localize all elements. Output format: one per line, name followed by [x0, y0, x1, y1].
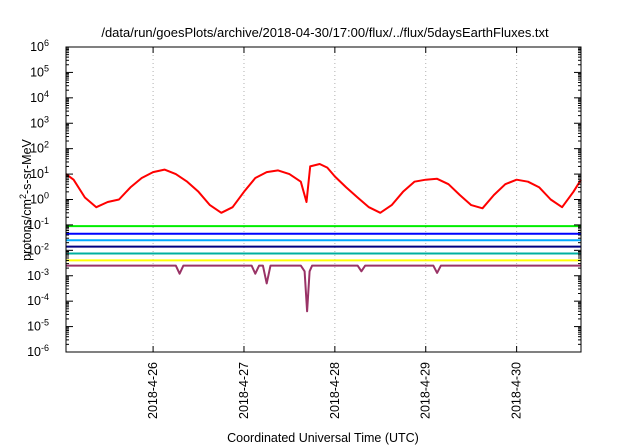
y-tick-label: 105	[30, 63, 49, 79]
chart-title: /data/run/goesPlots/archive/2018-04-30/1…	[101, 25, 549, 40]
series-line	[66, 264, 581, 313]
y-tick-label: 102	[30, 140, 49, 156]
y-label-suffix: -s-sr-MeV	[20, 138, 34, 194]
x-tick-label: 2018-4-30	[510, 362, 524, 419]
y-axis: 10-6 10-5 10-4 10-3 10-2 10-1 100 101 102 103 104 1…	[27, 38, 581, 359]
grid	[152, 47, 518, 352]
x-axis: 2018-4-26 2018-4-27 2018-4-28 2018-4-29 2018…	[146, 47, 524, 419]
y-tick-label: 10-5	[27, 318, 49, 334]
x-axis-label: Coordinated Universal Time (UTC)	[227, 431, 419, 445]
y-tick-label: 10-2	[27, 241, 49, 257]
y-label-sup: 2	[18, 194, 28, 199]
x-tick-label: 2018-4-29	[419, 362, 433, 419]
y-label-prefix: protons/cm	[20, 199, 34, 261]
y-tick-label: 10-6	[27, 343, 49, 359]
y-tick-label: 10-1	[27, 216, 49, 232]
y-tick-label: 10-3	[27, 267, 49, 283]
y-tick-label: 106	[30, 38, 49, 54]
plot-area	[66, 47, 581, 352]
y-axis-label: protons/cm2-s-sr-MeV	[18, 138, 34, 260]
series-line	[65, 163, 582, 214]
x-tick-label: 2018-4-26	[146, 362, 160, 419]
y-tick-label: 103	[30, 114, 49, 130]
y-tick-label: 101	[30, 165, 49, 181]
x-tick-label: 2018-4-28	[328, 362, 342, 419]
series-layer	[65, 163, 582, 313]
y-tick-label: 104	[30, 89, 49, 105]
x-tick-label: 2018-4-27	[237, 362, 251, 419]
y-tick-label: 10-4	[27, 292, 49, 308]
y-tick-label: 100	[30, 191, 49, 207]
